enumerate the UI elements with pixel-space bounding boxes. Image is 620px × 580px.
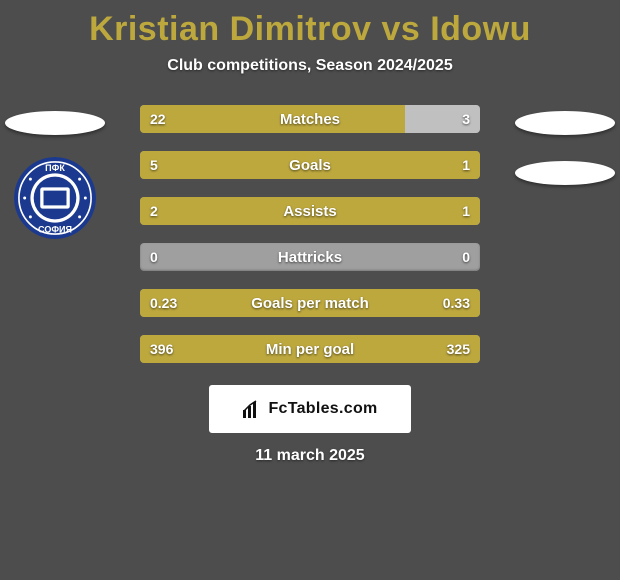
player-left-column: ПФК СОФИЯ — [0, 105, 110, 239]
svg-text:СОФИЯ: СОФИЯ — [38, 224, 72, 234]
stat-value-left: 5 — [150, 151, 158, 179]
player-right-club-placeholder — [515, 161, 615, 185]
stat-row: 396325Min per goal — [140, 335, 480, 363]
stat-value-left: 0.23 — [150, 289, 177, 317]
svg-text:ПФК: ПФК — [45, 163, 65, 173]
stat-row: 223Matches — [140, 105, 480, 133]
brand-logo-icon — [242, 399, 262, 419]
player-left-club-badge: ПФК СОФИЯ — [14, 157, 96, 239]
brand-badge: FcTables.com — [209, 385, 411, 433]
stat-value-right: 0 — [462, 243, 470, 271]
stat-value-left: 0 — [150, 243, 158, 271]
stat-value-right: 1 — [462, 151, 470, 179]
stat-row: 0 0Hattricks — [140, 243, 480, 271]
stat-bar-left — [140, 105, 405, 133]
stat-row: 21Assists — [140, 197, 480, 225]
comparison-panel: ПФК СОФИЯ 223Matches51Goals21Assists00Ha… — [0, 105, 620, 363]
player-right-column — [510, 105, 620, 185]
stat-value-right: 3 — [462, 105, 470, 133]
stat-value-right: 0.33 — [443, 289, 470, 317]
stat-label: Hattricks — [140, 249, 480, 266]
stat-bar-left — [140, 335, 480, 363]
page-title: Kristian Dimitrov vs Idowu — [0, 0, 620, 49]
stat-value-left: 22 — [150, 105, 166, 133]
stat-value-left: 2 — [150, 197, 158, 225]
stat-bar-left — [140, 197, 480, 225]
stat-bars: 223Matches51Goals21Assists00Hattricks0.2… — [140, 105, 480, 363]
page-subtitle: Club competitions, Season 2024/2025 — [0, 57, 620, 75]
stat-bar-left — [140, 151, 480, 179]
stat-value-right: 1 — [462, 197, 470, 225]
stat-value-right: 325 — [447, 335, 470, 363]
stat-bar-left — [140, 289, 480, 317]
brand-text: FcTables.com — [268, 400, 377, 418]
stat-row: 0.230.33Goals per match — [140, 289, 480, 317]
player-left-photo-placeholder — [5, 111, 105, 135]
stat-row: 51Goals — [140, 151, 480, 179]
stat-value-left: 396 — [150, 335, 173, 363]
club-badge-icon: ПФК СОФИЯ — [14, 157, 96, 239]
player-right-photo-placeholder — [515, 111, 615, 135]
footer-date: 11 march 2025 — [0, 447, 620, 465]
